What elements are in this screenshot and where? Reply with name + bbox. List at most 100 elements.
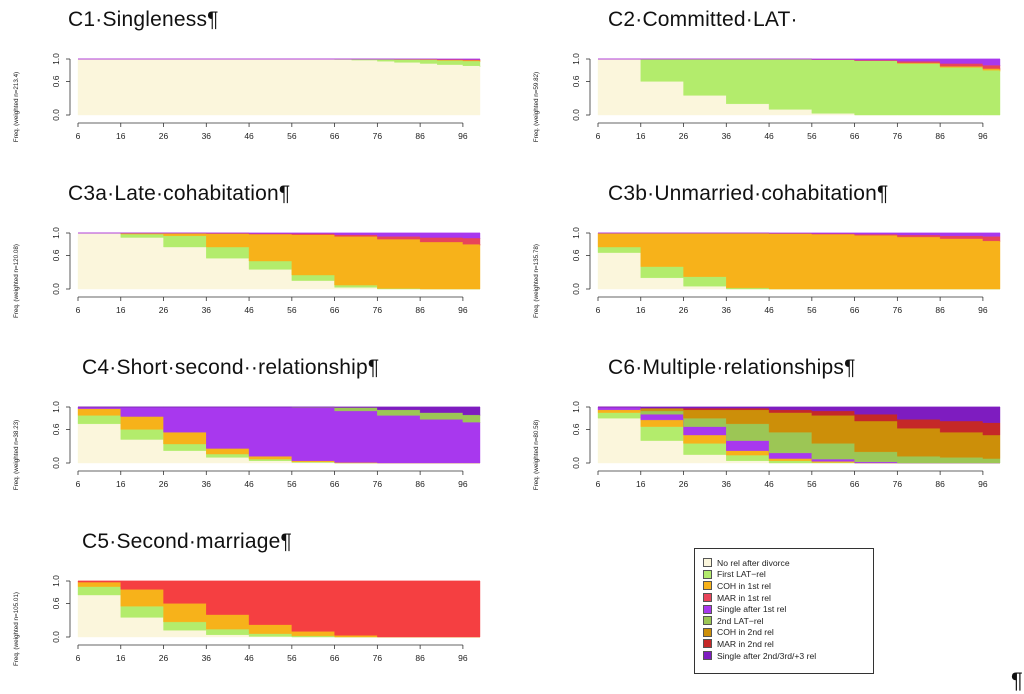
x-tick-label: 36 [202, 653, 212, 663]
y-axis-label: Freq. (weighted n=135.78) [533, 244, 540, 318]
legend-item: No rel after divorce [703, 557, 867, 569]
legend-label: COH in 1st rel [717, 580, 771, 591]
area-chart: 0.0 0.6 1.0 Freq. (weighted n=213.4) 6 16 26 36… [13, 53, 481, 143]
x-tick-label: 56 [807, 131, 817, 141]
x-tick-label: 66 [330, 305, 340, 315]
x-tick-label: 96 [458, 479, 468, 489]
x-tick-label: 46 [764, 305, 774, 315]
legend-item: COH in 2nd rel [703, 627, 867, 639]
x-tick-label: 96 [978, 305, 988, 315]
x-tick-label: 46 [764, 131, 774, 141]
panel-title: C3b·Unmarried·cohabitation¶ [608, 182, 889, 205]
x-tick-label: 16 [116, 653, 126, 663]
y-tick-label: 1.0 [51, 401, 61, 413]
y-axis-label: Freq. (weighted n=213.4) [13, 72, 20, 143]
x-tick-label: 96 [978, 131, 988, 141]
y-tick-label: 1.0 [51, 53, 61, 65]
y-tick-label: 0.0 [51, 109, 61, 121]
legend-swatch [703, 627, 712, 637]
x-tick-label: 96 [458, 305, 468, 315]
y-tick-label: 0.6 [51, 423, 61, 435]
x-tick-label: 46 [244, 131, 254, 141]
x-tick-label: 96 [978, 479, 988, 489]
chart-panel: C3a·Late·cohabitation¶ 0.0 0.6 1.0 Freq. (we… [10, 182, 481, 342]
y-tick-label: 0.6 [571, 75, 581, 87]
x-tick-label: 6 [596, 305, 601, 315]
x-tick-label: 16 [116, 305, 126, 315]
x-tick-label: 36 [202, 131, 212, 141]
x-tick-label: 86 [415, 131, 425, 141]
x-tick-label: 26 [679, 305, 689, 315]
x-tick-label: 56 [287, 479, 297, 489]
y-tick-label: 0.0 [571, 109, 581, 121]
legend-swatch [703, 558, 712, 568]
x-tick-label: 6 [76, 653, 81, 663]
x-tick-label: 46 [244, 479, 254, 489]
x-tick-label: 6 [76, 131, 81, 141]
x-tick-label: 36 [202, 305, 212, 315]
panel-title: C2·Committed·LAT· [608, 8, 798, 31]
x-tick-label: 36 [202, 479, 212, 489]
legend-swatch [703, 581, 712, 591]
legend-label: First LAT−rel [717, 569, 766, 580]
x-tick-label: 16 [636, 479, 646, 489]
x-tick-label: 16 [116, 479, 126, 489]
y-tick-label: 1.0 [51, 227, 61, 239]
x-tick-label: 96 [458, 131, 468, 141]
legend-label: Single after 1st rel [717, 604, 787, 615]
legend-label: MAR in 1st rel [717, 592, 771, 603]
y-axis-label: Freq. (weighted n=120.08) [13, 244, 20, 318]
x-tick-label: 96 [458, 653, 468, 663]
x-tick-label: 76 [893, 479, 903, 489]
chart-panel: C2·Committed·LAT· 0.0 0.6 1.0 Freq. (weighte… [530, 8, 1001, 168]
legend-swatch [703, 639, 712, 649]
legend-swatch [703, 651, 712, 661]
x-tick-label: 76 [373, 131, 383, 141]
x-tick-label: 16 [116, 131, 126, 141]
x-tick-label: 76 [893, 305, 903, 315]
x-tick-label: 26 [159, 131, 169, 141]
y-tick-label: 0.0 [571, 283, 581, 295]
x-tick-label: 56 [807, 305, 817, 315]
x-tick-label: 26 [159, 305, 169, 315]
x-tick-label: 86 [415, 653, 425, 663]
x-tick-label: 26 [679, 131, 689, 141]
y-axis-label: Freq. (weighted n=105.01) [13, 592, 20, 666]
area-chart: 0.0 0.6 1.0 Freq. (weighted n=120.08) 6 16 26 3… [13, 227, 481, 318]
x-tick-label: 46 [764, 479, 774, 489]
y-tick-label: 1.0 [571, 227, 581, 239]
x-tick-label: 26 [679, 479, 689, 489]
legend-swatch [703, 616, 712, 626]
y-tick-label: 0.6 [571, 423, 581, 435]
panel-title: C3a·Late·cohabitation¶ [68, 182, 291, 205]
legend-item: Single after 1st rel [703, 603, 867, 615]
y-tick-label: 1.0 [571, 53, 581, 65]
x-tick-label: 36 [722, 479, 732, 489]
x-tick-label: 86 [415, 305, 425, 315]
legend-item: COH in 1st rel [703, 580, 867, 592]
y-tick-label: 0.6 [51, 75, 61, 87]
legend-label: MAR in 2nd rel [717, 638, 774, 649]
legend-item: MAR in 2nd rel [703, 638, 867, 650]
x-tick-label: 66 [850, 305, 860, 315]
legend-label: Single after 2nd/3rd/+3 rel [717, 650, 817, 661]
area-chart: 0.0 0.6 1.0 Freq. (weighted n=80.58) 6 16 26 36… [533, 401, 1001, 490]
x-tick-label: 6 [76, 305, 81, 315]
x-tick-label: 36 [722, 131, 732, 141]
y-tick-label: 1.0 [571, 401, 581, 413]
x-tick-label: 66 [330, 131, 340, 141]
y-tick-label: 0.0 [51, 631, 61, 643]
legend-item: 2nd LAT−rel [703, 615, 867, 627]
x-tick-label: 26 [159, 479, 169, 489]
x-tick-label: 46 [244, 305, 254, 315]
area-chart: 0.0 0.6 1.0 Freq. (weighted n=59.82) 6 16 26 36… [533, 53, 1001, 142]
x-tick-label: 46 [244, 653, 254, 663]
x-tick-label: 86 [415, 479, 425, 489]
x-tick-label: 36 [722, 305, 732, 315]
chart-panel: C3b·Unmarried·cohabitation¶ 0.0 0.6 1.0 Freq… [530, 182, 1001, 342]
x-tick-label: 6 [596, 131, 601, 141]
chart-panel: C4·Short·second··relationship¶ 0.0 0.6 1.0 F… [10, 356, 481, 516]
y-tick-label: 0.6 [51, 249, 61, 261]
x-tick-label: 56 [287, 131, 297, 141]
y-tick-label: 0.6 [571, 249, 581, 261]
